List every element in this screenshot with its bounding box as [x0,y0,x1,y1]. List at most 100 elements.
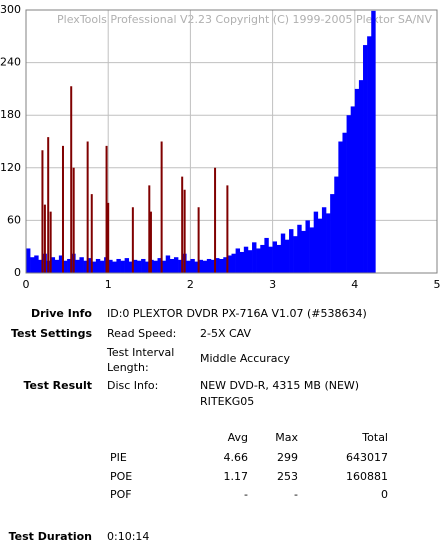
bar [293,236,298,273]
table-cell: POE [110,469,133,483]
table-cell: Avg [227,431,248,444]
table-cell: 643017 [346,451,388,464]
table-cell: PIE [110,451,127,464]
x-tick-label: 1 [105,278,112,291]
bar [215,258,220,273]
value: RITEKG05 [200,395,255,408]
bar [227,255,232,273]
bar [136,260,142,273]
bar [350,106,356,273]
x-tick-label: 2 [187,278,194,291]
bar [99,260,105,273]
table-cell: 160881 [346,469,388,483]
bar [67,258,72,273]
bar [62,260,68,273]
key: Test Interval Length: [107,346,175,374]
bar [194,261,199,273]
bar [124,258,130,273]
bar [128,261,134,273]
label: Test Duration [8,530,92,543]
bar [367,36,372,273]
table-cell: 0 [381,488,388,501]
bar [34,255,39,273]
bar [305,220,310,273]
bar [330,194,335,273]
table-cell: 4.66 [223,451,249,464]
table-cell: Total [362,431,388,444]
bar [210,259,216,273]
value: NEW DVD-R, 4315 MB (NEW) [200,379,360,392]
bar [219,258,224,273]
bar [173,257,179,273]
bar [87,258,93,273]
bar [321,207,327,273]
bar [169,258,175,273]
bar [75,259,80,273]
bar [153,260,158,273]
bar [161,260,167,273]
value: 2-5X CAV [200,327,252,340]
bar [326,213,331,273]
bar [112,261,117,273]
value: Middle Accuracy [200,352,291,365]
chart: PlexTools Professional V2.23 Copyright (… [0,3,441,291]
bar [342,132,347,273]
bar [239,251,245,273]
bar [358,80,364,273]
y-tick-label: 180 [0,108,21,121]
bar [190,258,195,273]
bar [58,255,64,273]
watermark: PlexTools Professional V2.23 Copyright (… [57,13,432,26]
y-tick-label: 300 [0,3,21,16]
bar [26,248,31,273]
bar [141,258,146,273]
x-tick-label: 4 [351,278,358,291]
bar [30,257,35,273]
table-cell: 299 [277,451,298,464]
bar [120,260,125,273]
bar [178,259,183,273]
bar [317,218,323,273]
bar [276,244,282,273]
y-tick-label: 60 [7,213,21,226]
bar [363,45,368,273]
bar [252,242,257,273]
bar [38,259,43,273]
bar [247,250,253,273]
x-tick-label: 3 [269,278,276,291]
bar [91,261,97,273]
bar [206,258,212,273]
bar [83,260,88,273]
value: ID:0 PLEXTOR DVDR PX-716A V1.07 (#538634… [107,307,367,320]
bar [284,239,290,273]
table-cell: - [294,488,298,501]
bar [301,230,306,273]
table-cell: 253 [277,469,298,483]
bar [145,261,150,273]
table-cell: Max [275,431,298,444]
bar [346,115,351,273]
bar [354,88,360,274]
x-tick-label: 0 [23,278,30,291]
bar [157,258,162,273]
bar [202,260,208,273]
bar [186,260,191,273]
bar [235,248,241,273]
bar [280,233,286,273]
bar [371,10,376,273]
bar [243,246,249,273]
bar [79,257,84,273]
bar [50,257,56,273]
label: Test Settings [10,327,92,340]
table-cell: POF [110,488,132,501]
bar [313,211,319,273]
bar [231,253,236,273]
bar [116,258,121,273]
y-tick-label: 120 [0,161,21,174]
y-tick-label: 0 [14,266,21,279]
label: Drive Info [30,307,92,320]
bar [297,224,302,273]
bar [260,244,265,273]
x-tick-label: 5 [434,278,441,291]
